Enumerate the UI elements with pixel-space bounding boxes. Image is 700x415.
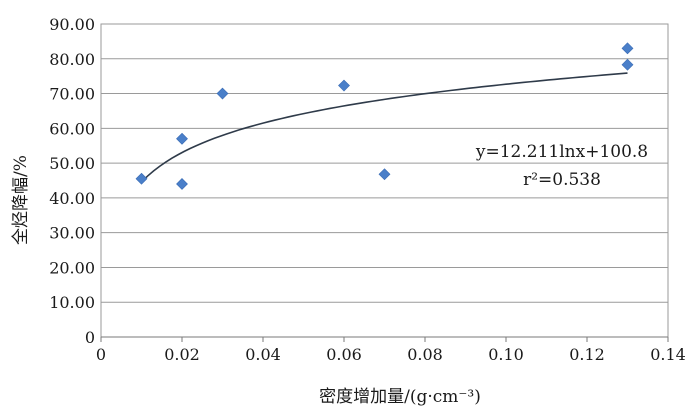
data-point [176,178,188,190]
x-tick-label: 0.14 [650,345,686,364]
y-tick-label: 80.00 [49,50,95,69]
trendline-curve [140,72,628,183]
y-tick-label: 60.00 [49,119,95,138]
plot-area [100,23,669,338]
x-tick-label: 0.10 [488,345,524,364]
y-tick-label: 0 [85,328,95,347]
data-point [338,79,350,92]
gridlines [101,23,668,338]
plot-frame [100,23,669,338]
y-tick-label: 50.00 [49,154,95,173]
y-axis-title: 全烃降幅/% [11,155,31,245]
x-tick-label: 0 [96,345,106,364]
trend-equation: y=12.211lnx+100.8 [475,142,648,162]
y-tick-label: 90.00 [49,15,95,34]
data-point [216,87,229,100]
data-point [621,58,634,71]
y-tick-label: 20.00 [49,258,95,277]
data-point [378,168,391,181]
x-tick-label: 0.02 [164,345,200,364]
x-axis-title: 密度增加量/(g·cm⁻³) [319,387,481,407]
y-axis-tick-labels: 0 10.00 20.00 30.00 40.00 50.00 60.00 70.00 80.0… [49,15,95,347]
x-tick-label: 0.04 [245,345,281,364]
data-point [176,132,188,145]
y-tick-label: 70.00 [49,85,95,104]
r-squared-label: r²=0.538 [523,170,601,190]
y-tick-label: 30.00 [49,224,95,243]
data-point [135,172,148,185]
data-points [135,42,634,190]
data-point [621,42,634,55]
y-tick-label: 10.00 [49,293,95,312]
x-axis-tick-labels: 0 0.02 0.04 0.06 0.08 0.10 0.12 0.14 [96,337,686,364]
trendline [140,72,628,183]
y-tick-label: 40.00 [49,189,95,208]
x-tick-label: 0.08 [407,345,443,364]
x-tick-label: 0.12 [569,345,605,364]
x-tick-label: 0.06 [326,345,362,364]
